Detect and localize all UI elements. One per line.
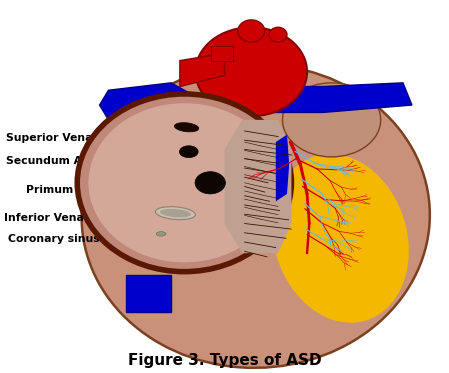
Ellipse shape (155, 207, 195, 220)
Ellipse shape (156, 232, 166, 236)
Polygon shape (100, 83, 198, 120)
Polygon shape (216, 61, 287, 90)
Polygon shape (135, 98, 189, 127)
Polygon shape (224, 120, 291, 253)
Ellipse shape (160, 209, 191, 217)
Ellipse shape (195, 172, 225, 194)
Text: Figure 3. Types of ASD: Figure 3. Types of ASD (128, 353, 321, 368)
Polygon shape (276, 135, 289, 201)
Polygon shape (211, 46, 233, 61)
Circle shape (88, 103, 280, 262)
Ellipse shape (238, 20, 264, 42)
Ellipse shape (269, 27, 287, 42)
Ellipse shape (272, 154, 409, 323)
Text: Coronary sinus ASD: Coronary sinus ASD (8, 232, 166, 244)
Ellipse shape (195, 27, 307, 116)
Ellipse shape (174, 123, 199, 132)
Ellipse shape (282, 83, 381, 157)
Polygon shape (180, 53, 224, 87)
Text: Secundum ASD: Secundum ASD (6, 151, 166, 166)
Circle shape (77, 94, 291, 272)
Ellipse shape (180, 146, 198, 158)
Text: Superior Vena cava ASD: Superior Vena cava ASD (6, 126, 166, 143)
Text: Inferior Vena cava ASD: Inferior Vena cava ASD (4, 211, 166, 223)
Polygon shape (233, 61, 412, 112)
Ellipse shape (82, 65, 430, 368)
Text: Primum ASD: Primum ASD (26, 183, 166, 195)
Polygon shape (126, 275, 171, 312)
